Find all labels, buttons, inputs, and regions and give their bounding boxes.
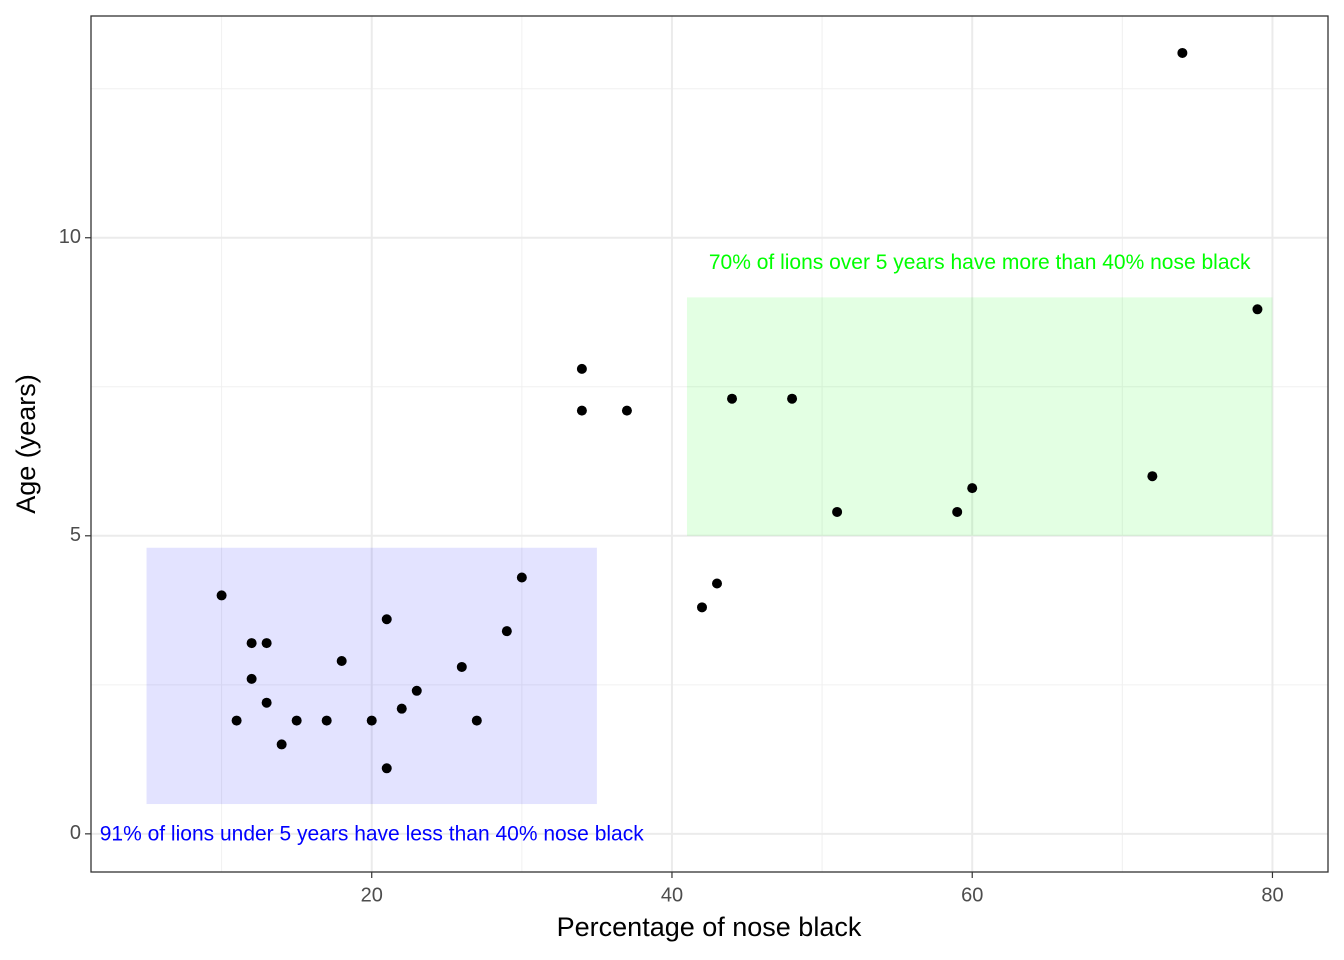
- x-tick-label: 40: [661, 884, 683, 906]
- point: [276, 739, 287, 750]
- point: [621, 405, 632, 416]
- point: [321, 715, 332, 726]
- point: [261, 638, 272, 649]
- highlight-region: [146, 547, 597, 805]
- point: [576, 363, 587, 374]
- point: [967, 483, 978, 494]
- point: [231, 715, 242, 726]
- y-tick-label: 5: [70, 524, 81, 546]
- point: [396, 703, 407, 714]
- x-axis-title: Percentage of nose black: [557, 912, 862, 942]
- point: [501, 626, 512, 637]
- point: [471, 715, 482, 726]
- x-tick-label: 60: [961, 884, 983, 906]
- highlight-region: [686, 297, 1273, 536]
- point: [291, 715, 302, 726]
- point: [411, 685, 422, 696]
- panel-border: [90, 15, 1329, 873]
- x-tick-label: 20: [361, 884, 383, 906]
- y-axis-title: Age (years): [11, 374, 41, 514]
- point: [787, 393, 798, 404]
- point: [381, 614, 392, 625]
- y-tick-label: 10: [59, 226, 81, 248]
- y-tick-label: 0: [70, 822, 81, 844]
- point: [1147, 471, 1158, 482]
- point: [712, 578, 723, 589]
- point: [261, 697, 272, 708]
- point: [832, 506, 843, 517]
- point: [336, 655, 347, 666]
- point: [456, 661, 467, 672]
- point: [1177, 47, 1188, 58]
- point: [381, 763, 392, 774]
- x-tick-label: 80: [1261, 884, 1283, 906]
- point: [696, 602, 707, 613]
- point: [516, 572, 527, 583]
- point: [216, 590, 227, 601]
- annotation: 70% of lions over 5 years have more than…: [709, 251, 1251, 274]
- point: [727, 393, 738, 404]
- point: [246, 638, 257, 649]
- point: [366, 715, 377, 726]
- annotation: 91% of lions under 5 years have less tha…: [100, 823, 645, 846]
- point: [576, 405, 587, 416]
- point: [1252, 304, 1263, 315]
- point: [246, 673, 257, 684]
- point: [952, 506, 963, 517]
